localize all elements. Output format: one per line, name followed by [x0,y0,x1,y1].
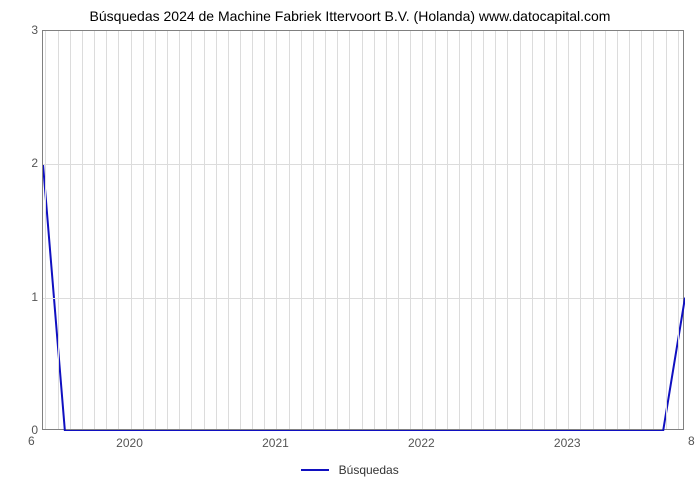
series-line [43,31,685,431]
grid-line-v [593,31,594,429]
corner-right-label: 8 [688,434,695,448]
grid-line-v [167,31,168,429]
grid-line-v [58,31,59,429]
grid-line-v [580,31,581,429]
chart-container: Búsquedas 2024 de Machine Fabriek Itterv… [0,0,700,500]
grid-line-v [386,31,387,429]
grid-line-v [276,31,277,429]
grid-line-v [325,31,326,429]
grid-line-v [568,31,569,429]
grid-line-v [605,31,606,429]
legend: Búsquedas [0,462,700,477]
grid-line-v [617,31,618,429]
grid-line-v [118,31,119,429]
grid-line-v [483,31,484,429]
grid-line-v [228,31,229,429]
chart-title: Búsquedas 2024 de Machine Fabriek Itterv… [0,8,700,24]
plot-area [42,30,684,430]
x-axis-label: 2020 [116,436,143,450]
x-axis-label: 2023 [554,436,581,450]
grid-line-v [532,31,533,429]
grid-line-v [313,31,314,429]
grid-line-v [143,31,144,429]
grid-line-v [204,31,205,429]
grid-line-v [289,31,290,429]
grid-line-v [459,31,460,429]
grid-line-v [216,31,217,429]
grid-line-v [337,31,338,429]
grid-line-v [641,31,642,429]
grid-line-v [179,31,180,429]
x-axis-label: 2021 [262,436,289,450]
y-axis-label: 1 [10,290,38,304]
grid-line-v [45,31,46,429]
grid-line-v [398,31,399,429]
grid-line-v [666,31,667,429]
grid-line-v [520,31,521,429]
grid-line-v [106,31,107,429]
y-axis-label: 3 [10,23,38,37]
grid-line-v [544,31,545,429]
x-axis-label: 2022 [408,436,435,450]
legend-label: Búsquedas [339,463,399,477]
grid-line-h [43,298,683,299]
grid-line-v [422,31,423,429]
grid-line-v [252,31,253,429]
grid-line-v [301,31,302,429]
grid-line-v [410,31,411,429]
grid-line-v [82,31,83,429]
grid-line-v [131,31,132,429]
grid-line-h [43,164,683,165]
grid-line-v [70,31,71,429]
grid-line-v [507,31,508,429]
grid-line-v [653,31,654,429]
grid-line-v [678,31,679,429]
grid-line-v [349,31,350,429]
grid-line-v [94,31,95,429]
grid-line-v [362,31,363,429]
y-axis-label: 2 [10,156,38,170]
grid-line-v [264,31,265,429]
grid-line-v [155,31,156,429]
grid-line-v [495,31,496,429]
grid-line-v [191,31,192,429]
y-axis-label: 0 [10,423,38,437]
grid-line-v [374,31,375,429]
legend-swatch [301,469,329,471]
grid-line-v [435,31,436,429]
grid-line-v [447,31,448,429]
grid-line-v [629,31,630,429]
grid-line-v [471,31,472,429]
grid-line-v [240,31,241,429]
grid-line-v [556,31,557,429]
